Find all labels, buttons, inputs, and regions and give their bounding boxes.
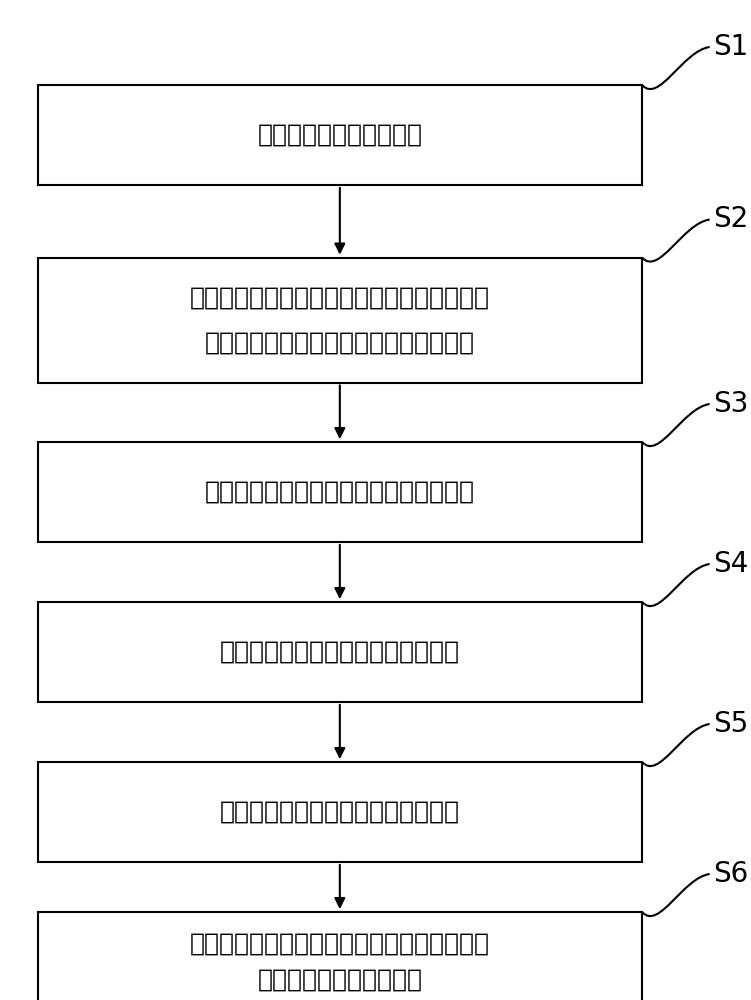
Text: 计算裂缝骨架曲线法线方向裂缝宽度方差: 计算裂缝骨架曲线法线方向裂缝宽度方差: [205, 480, 475, 504]
Text: 采集桥梁表面的图像信息: 采集桥梁表面的图像信息: [258, 123, 422, 147]
Text: S2: S2: [713, 205, 749, 233]
Text: S3: S3: [713, 390, 749, 418]
Bar: [38, 442, 642, 542]
Text: S1: S1: [713, 33, 749, 61]
Text: 计算裂缝上边缘曲线二阶导数值方差: 计算裂缝上边缘曲线二阶导数值方差: [220, 640, 460, 664]
Text: 计算裂缝下边缘曲线二阶导数值方差: 计算裂缝下边缘曲线二阶导数值方差: [220, 800, 460, 824]
Text: 值识别桥梁表面裂缝真伪: 值识别桥梁表面裂缝真伪: [258, 968, 422, 992]
Bar: [38, 912, 642, 1000]
Text: 度曲线以及曲线上每个像素点的三维坐标: 度曲线以及曲线上每个像素点的三维坐标: [205, 330, 475, 354]
Bar: [38, 85, 642, 185]
Text: S5: S5: [713, 710, 749, 738]
Text: S4: S4: [713, 550, 749, 578]
Bar: [38, 602, 642, 702]
Text: 构造真伪判别系数，通过设置真伪判别系数阈: 构造真伪判别系数，通过设置真伪判别系数阈: [190, 932, 490, 956]
Text: S6: S6: [713, 860, 749, 888]
Text: 获取裂缝上边缘、骨架和下边缘三条单像素宽: 获取裂缝上边缘、骨架和下边缘三条单像素宽: [190, 286, 490, 310]
Bar: [38, 257, 642, 382]
Bar: [38, 762, 642, 862]
